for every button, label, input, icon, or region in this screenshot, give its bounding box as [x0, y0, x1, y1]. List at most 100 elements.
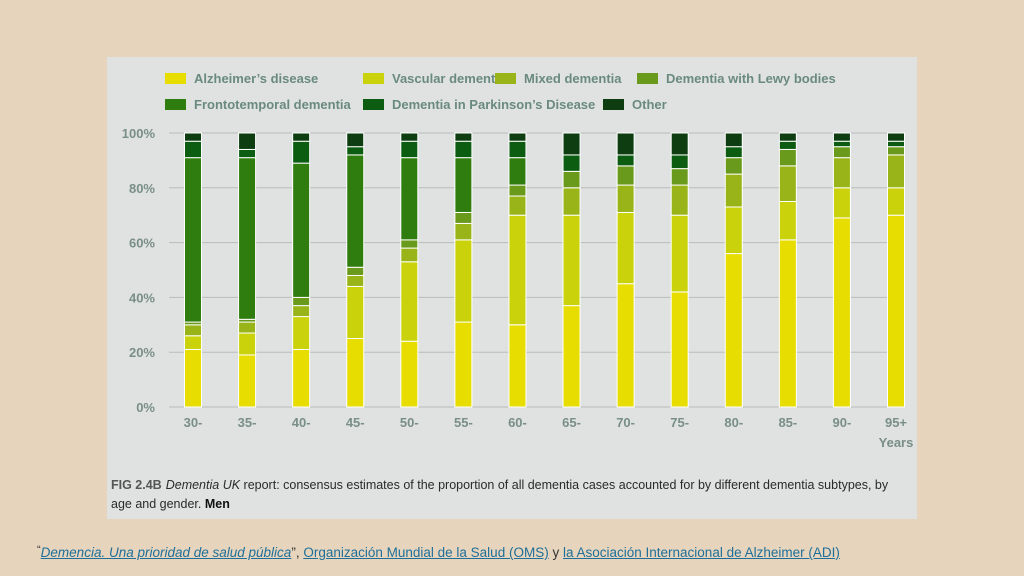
- bar-segment: [184, 132, 202, 142]
- legend-label: Mixed dementia: [524, 71, 622, 86]
- x-tick-label: 75-: [670, 415, 689, 430]
- y-tick-label: 40%: [129, 290, 155, 305]
- bar-segment: [724, 206, 743, 255]
- bar-segment: [238, 157, 257, 320]
- caption-text: report: consensus estimates of the propo…: [111, 478, 889, 511]
- x-axis-unit-label: Years: [879, 435, 914, 450]
- bar-segment: [346, 146, 365, 156]
- y-tick-label: 80%: [129, 181, 155, 196]
- who-report-link[interactable]: Demencia. Una prioridad de salud pública: [40, 545, 292, 560]
- bar-segment: [400, 247, 419, 263]
- caption-bold: Men: [204, 497, 230, 511]
- bar-segment: [724, 132, 743, 148]
- bar-segment: [616, 132, 635, 156]
- caption-fig-label: FIG 2.4B: [111, 478, 162, 492]
- bar-segment: [887, 154, 905, 189]
- bar-segment: [724, 146, 743, 159]
- figure-caption: FIG 2.4B Dementia UK report: consensus es…: [111, 476, 901, 514]
- legend-swatch: [603, 99, 624, 110]
- bar-segment: [184, 157, 202, 323]
- bar-segment: [670, 214, 689, 293]
- bar-segment: [184, 324, 202, 337]
- bar-segment: [346, 132, 365, 148]
- bar-segment: [400, 140, 419, 159]
- legend-label: Alzheimer’s disease: [194, 71, 318, 86]
- bar-segment: [778, 132, 797, 142]
- bar-segment: [454, 140, 473, 159]
- bar-segment: [346, 274, 365, 287]
- y-tick-label: 20%: [129, 345, 155, 360]
- bar-segment: [887, 140, 905, 148]
- bar-segment: [346, 338, 365, 408]
- adi-link[interactable]: la Asociación Internacional de Alzheimer…: [562, 545, 840, 560]
- legend-swatch: [363, 73, 384, 84]
- bar-segment: [184, 335, 202, 350]
- y-tick-label: 60%: [129, 236, 155, 251]
- bar-segment: [887, 132, 905, 142]
- legend-swatch: [495, 73, 516, 84]
- x-tick-label: 30-: [184, 415, 203, 430]
- bar-segment: [400, 157, 419, 241]
- bar-segment: [832, 157, 851, 189]
- x-tick-label: 45-: [346, 415, 365, 430]
- bar-segment: [184, 140, 202, 159]
- bar-segment: [778, 201, 797, 241]
- bar-segment: [616, 184, 635, 213]
- bar-segment: [832, 217, 851, 408]
- bar-segment: [616, 211, 635, 285]
- bar-segment: [184, 348, 202, 408]
- legend-swatch: [165, 73, 186, 84]
- bar-segment: [238, 354, 257, 408]
- bar-segment: [292, 132, 311, 142]
- x-tick-label: 50-: [400, 415, 419, 430]
- bar-segment: [454, 321, 473, 408]
- bar-segment: [292, 296, 311, 307]
- bar-segment: [454, 157, 473, 213]
- x-tick-label: 55-: [454, 415, 473, 430]
- legend-label: Dementia with Lewy bodies: [666, 71, 836, 86]
- bar-segment: [832, 132, 851, 142]
- bar-segment: [616, 165, 635, 186]
- bar-segment: [508, 157, 527, 186]
- x-tick-label: 40-: [292, 415, 311, 430]
- bar-segment: [724, 157, 743, 175]
- bar-segment: [562, 154, 581, 172]
- bar-segment: [832, 140, 851, 148]
- bar-segment: [887, 214, 905, 408]
- bar-segment: [454, 211, 473, 224]
- x-tick-label: 35-: [238, 415, 257, 430]
- bar-segment: [400, 132, 419, 142]
- bar-segment: [562, 132, 581, 156]
- bar-segment: [778, 239, 797, 408]
- stacked-bar-chart: Alzheimer’s disease Vascular dementia Mixe…: [122, 71, 914, 450]
- bar-segment: [670, 291, 689, 408]
- bar-segment: [508, 184, 527, 197]
- bar-segment: [670, 132, 689, 156]
- bar-segment: [832, 146, 851, 159]
- x-tick-label: 90-: [833, 415, 852, 430]
- figure-panel: Alzheimer’s disease Vascular dementia Mixe…: [107, 57, 917, 519]
- bar-segment: [508, 195, 527, 216]
- legend-label: Vascular dementia: [392, 71, 507, 86]
- bar-segment: [238, 321, 257, 334]
- bar-segment: [778, 148, 797, 167]
- bar-segment: [562, 214, 581, 307]
- caption-italic: Dementia UK: [165, 478, 241, 492]
- y-tick-label: 100%: [122, 126, 156, 141]
- legend-swatch: [363, 99, 384, 110]
- bar-segment: [616, 283, 635, 408]
- legend-label: Dementia in Parkinson’s Disease: [392, 97, 595, 112]
- bar-segment: [508, 214, 527, 326]
- legend-label: Frontotemporal dementia: [194, 97, 352, 112]
- bar-segment: [562, 170, 581, 189]
- open-quote: “: [37, 544, 41, 556]
- who-link[interactable]: Organización Mundial de la Salud (OMS): [303, 545, 549, 560]
- bar-segment: [778, 165, 797, 202]
- x-tick-label: 95+: [885, 415, 907, 430]
- bar-segment: [508, 140, 527, 159]
- bar-segment: [562, 305, 581, 408]
- bar-segment: [778, 140, 797, 150]
- legend-swatch: [165, 99, 186, 110]
- bar-segment: [724, 253, 743, 408]
- bar-segment: [887, 187, 905, 216]
